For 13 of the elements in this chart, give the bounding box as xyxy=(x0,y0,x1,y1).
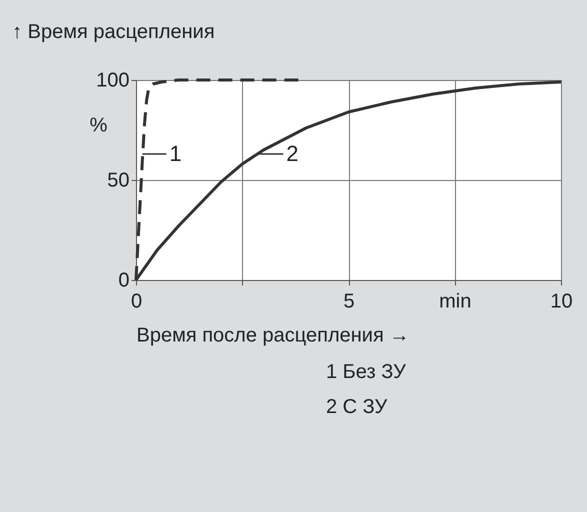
y-axis-title: % xyxy=(90,114,108,136)
text: 2 С ЗУ xyxy=(326,396,388,418)
text: 1 Без ЗУ xyxy=(326,361,406,383)
annotation: 2 xyxy=(286,141,298,166)
y-tick-label: 50 xyxy=(107,170,130,192)
x-tick-label: min xyxy=(439,290,472,312)
y-tick-label: 100 xyxy=(96,70,130,92)
annotation: 1 xyxy=(169,141,182,166)
chart-title: ↑ Время расцепления xyxy=(12,21,215,43)
x-tick-label: 5 xyxy=(343,290,355,312)
x-axis-title: Время после расцепления → xyxy=(136,324,410,346)
y-tick-label: 0 xyxy=(118,270,130,292)
x-tick-label: 10 xyxy=(550,290,573,312)
